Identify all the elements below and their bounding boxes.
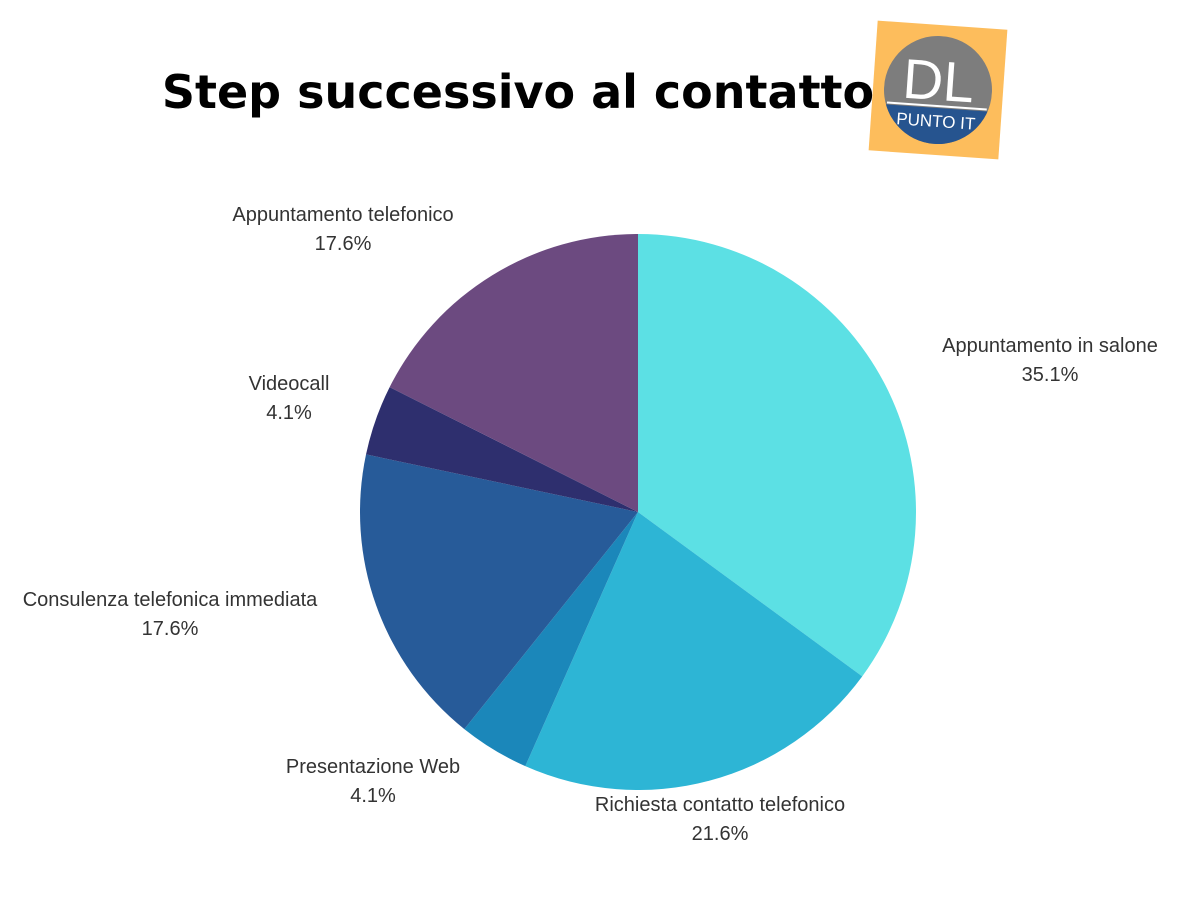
value-label: 35.1% <box>1022 364 1079 386</box>
slice-label: Presentazione Web <box>286 756 460 778</box>
value-label: 17.6% <box>315 233 372 255</box>
pie-slice <box>638 234 916 677</box>
chart-title: Step successivo al contatto <box>162 65 874 119</box>
slice-label: Consulenza telefonica immediata <box>23 589 318 611</box>
pie-slice <box>389 234 638 512</box>
pie-slice <box>360 454 638 730</box>
logo: DL PUNTO IT <box>868 20 1008 160</box>
slice-label: Appuntamento in salone <box>942 335 1158 357</box>
value-label: 4.1% <box>266 402 312 424</box>
pie-slice <box>464 512 638 767</box>
pie-slice <box>366 387 638 512</box>
value-label: 17.6% <box>142 618 199 640</box>
slice-label: Richiesta contatto telefonico <box>595 794 845 816</box>
value-label: 4.1% <box>350 785 396 807</box>
slice-label: Appuntamento telefonico <box>232 204 453 226</box>
value-label: 21.6% <box>692 823 749 845</box>
slice-label: Videocall <box>249 373 330 395</box>
logo-title: DL <box>901 47 977 115</box>
pie-slice <box>525 512 863 790</box>
logo-rule <box>886 101 987 111</box>
